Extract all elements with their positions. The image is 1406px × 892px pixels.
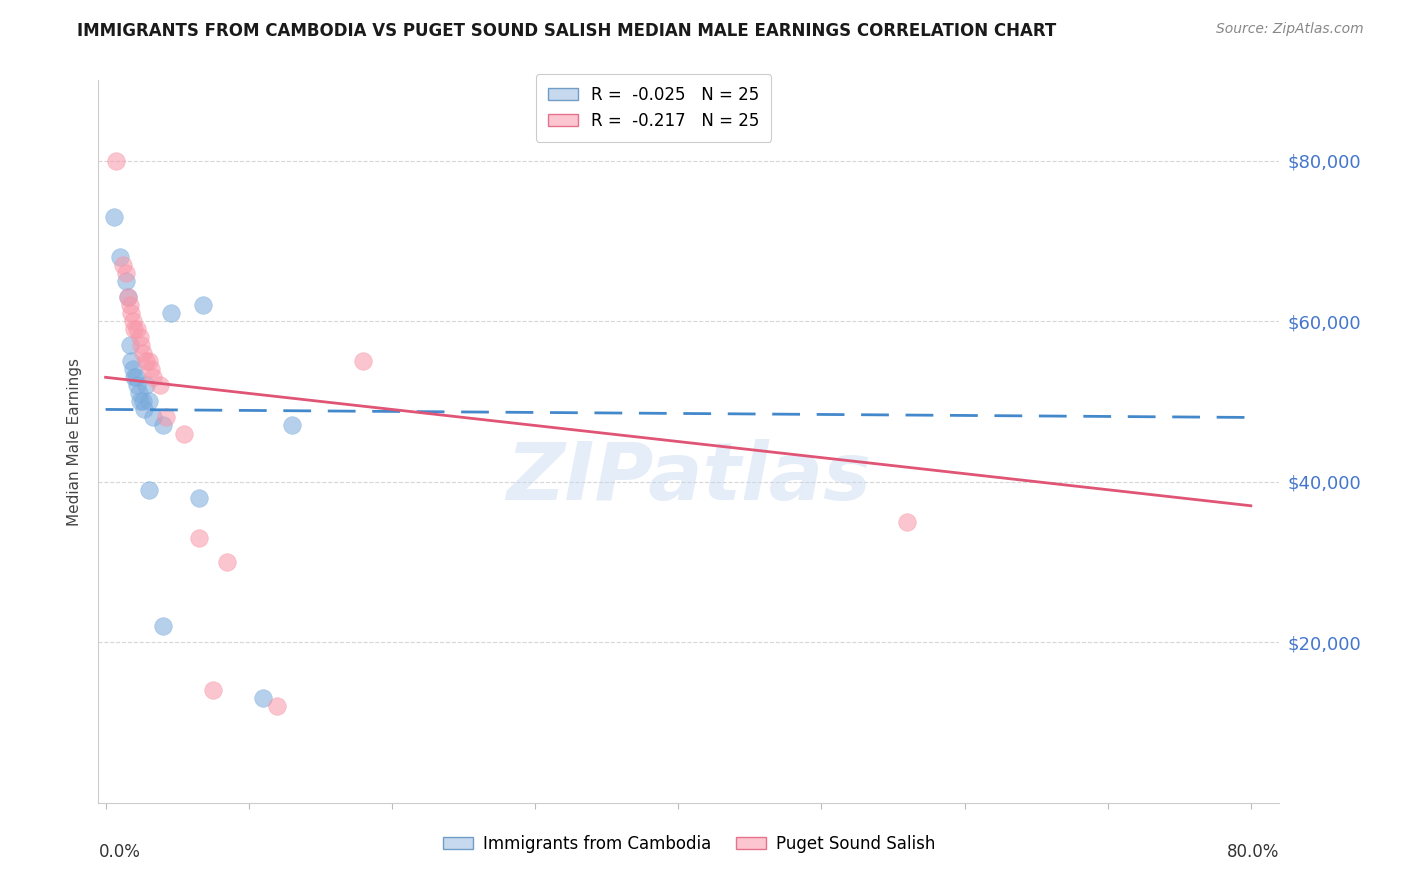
Point	[131, 338, 153, 352]
Point	[120, 354, 142, 368]
Point	[138, 394, 160, 409]
Point	[266, 699, 288, 714]
Point	[125, 378, 148, 392]
Point	[138, 483, 160, 497]
Point	[142, 370, 165, 384]
Text: 0.0%: 0.0%	[98, 843, 141, 861]
Point	[149, 378, 172, 392]
Point	[152, 619, 174, 633]
Point	[155, 410, 177, 425]
Point	[896, 515, 918, 529]
Point	[121, 362, 143, 376]
Point	[122, 370, 145, 384]
Point	[121, 314, 143, 328]
Point	[124, 370, 146, 384]
Point	[352, 354, 374, 368]
Point	[129, 394, 152, 409]
Point	[103, 210, 125, 224]
Text: ZIPatlas: ZIPatlas	[506, 439, 872, 516]
Point	[118, 338, 141, 352]
Point	[160, 306, 183, 320]
Point	[111, 258, 134, 272]
Text: 80.0%: 80.0%	[1227, 843, 1279, 861]
Point	[114, 274, 136, 288]
Point	[125, 322, 148, 336]
Point	[132, 394, 155, 409]
Text: IMMIGRANTS FROM CAMBODIA VS PUGET SOUND SALISH MEDIAN MALE EARNINGS CORRELATION : IMMIGRANTS FROM CAMBODIA VS PUGET SOUND …	[77, 22, 1056, 40]
Point	[187, 531, 209, 545]
Point	[108, 250, 131, 264]
Point	[191, 298, 214, 312]
Y-axis label: Median Male Earnings: Median Male Earnings	[67, 358, 83, 525]
Point	[142, 410, 165, 425]
Point	[117, 290, 139, 304]
Point	[132, 346, 155, 360]
Point	[252, 691, 274, 706]
Point	[134, 402, 156, 417]
Text: Source: ZipAtlas.com: Source: ZipAtlas.com	[1216, 22, 1364, 37]
Point	[201, 683, 224, 698]
Point	[187, 491, 209, 505]
Point	[138, 354, 160, 368]
Point	[129, 330, 152, 344]
Legend: Immigrants from Cambodia, Puget Sound Salish: Immigrants from Cambodia, Puget Sound Sa…	[436, 828, 942, 860]
Point	[173, 426, 195, 441]
Point	[152, 418, 174, 433]
Point	[141, 362, 163, 376]
Point	[128, 386, 150, 401]
Point	[120, 306, 142, 320]
Point	[135, 378, 157, 392]
Point	[122, 322, 145, 336]
Point	[117, 290, 139, 304]
Point	[104, 153, 127, 168]
Point	[118, 298, 141, 312]
Point	[135, 354, 157, 368]
Point	[280, 418, 302, 433]
Point	[217, 555, 239, 569]
Point	[114, 266, 136, 280]
